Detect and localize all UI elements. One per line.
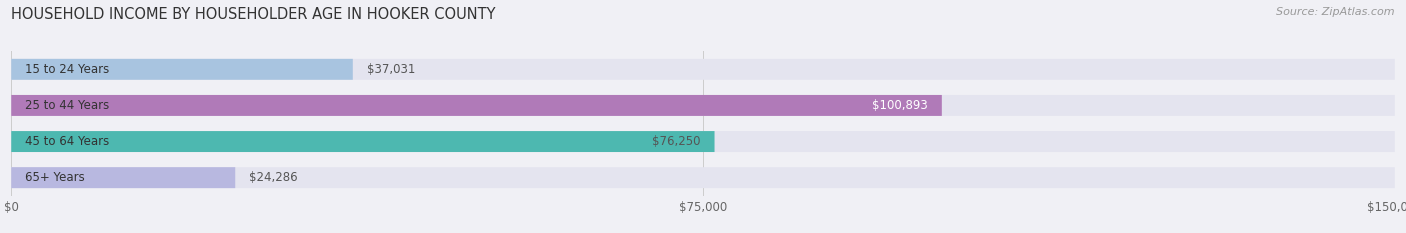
Text: 45 to 64 Years: 45 to 64 Years — [25, 135, 110, 148]
FancyBboxPatch shape — [11, 167, 1395, 188]
Text: $76,250: $76,250 — [652, 135, 700, 148]
Text: 25 to 44 Years: 25 to 44 Years — [25, 99, 110, 112]
FancyBboxPatch shape — [11, 59, 1395, 80]
FancyBboxPatch shape — [11, 167, 235, 188]
Text: $100,893: $100,893 — [872, 99, 928, 112]
FancyBboxPatch shape — [11, 59, 353, 80]
FancyBboxPatch shape — [11, 131, 714, 152]
Text: 65+ Years: 65+ Years — [25, 171, 84, 184]
Text: $24,286: $24,286 — [249, 171, 298, 184]
Text: $37,031: $37,031 — [367, 63, 415, 76]
FancyBboxPatch shape — [11, 95, 1395, 116]
Text: Source: ZipAtlas.com: Source: ZipAtlas.com — [1277, 7, 1395, 17]
FancyBboxPatch shape — [11, 131, 1395, 152]
Text: HOUSEHOLD INCOME BY HOUSEHOLDER AGE IN HOOKER COUNTY: HOUSEHOLD INCOME BY HOUSEHOLDER AGE IN H… — [11, 7, 496, 22]
Text: 15 to 24 Years: 15 to 24 Years — [25, 63, 110, 76]
FancyBboxPatch shape — [11, 95, 942, 116]
